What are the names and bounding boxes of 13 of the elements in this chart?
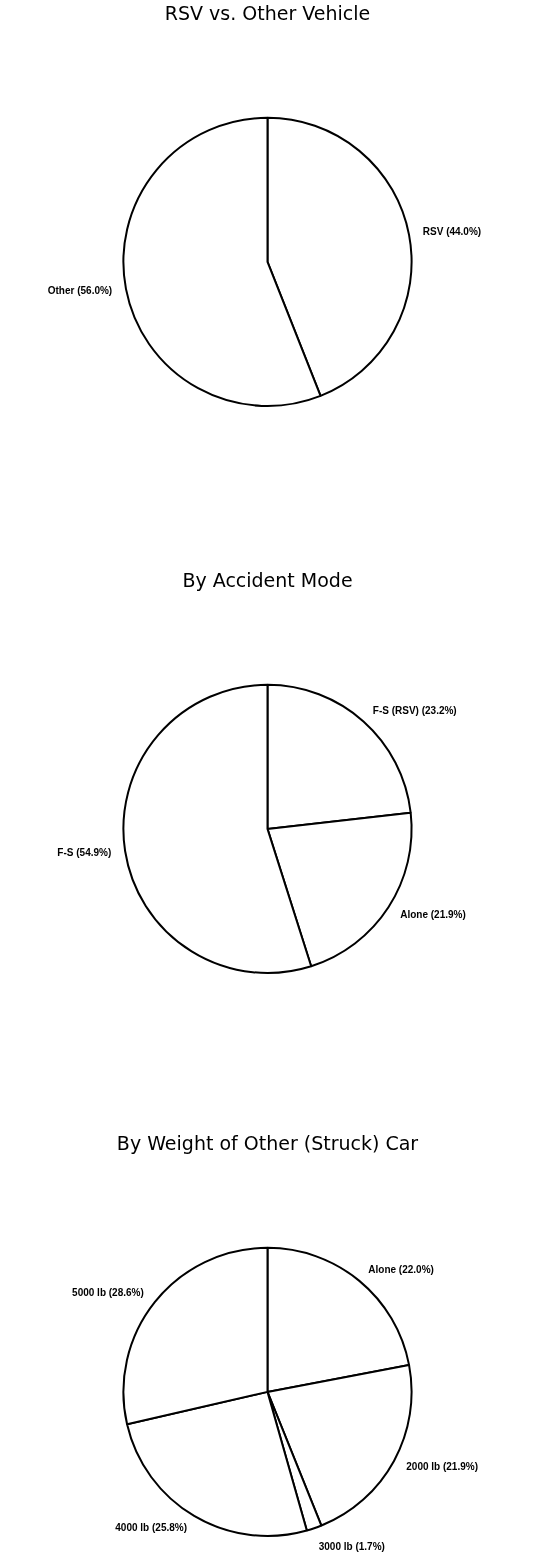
chart-title: By Weight of Other (Struck) Car bbox=[116, 1132, 419, 1155]
slice-label: Other (56.0%) bbox=[47, 285, 113, 297]
slice-label: 4000 lb (25.8%) bbox=[115, 1521, 188, 1533]
slice-label: Alone (21.9%) bbox=[400, 908, 466, 920]
slice-label: F-S (54.9%) bbox=[57, 846, 112, 858]
slice-label: RSV (44.0%) bbox=[422, 226, 482, 238]
slice-label: Alone (22.0%) bbox=[368, 1263, 434, 1275]
chart-title: RSV vs. Other Vehicle bbox=[164, 2, 371, 25]
slice-label: 2000 lb (21.9%) bbox=[406, 1461, 478, 1473]
slice-label: F-S (RSV) (23.2%) bbox=[372, 704, 457, 716]
chart-title: By Accident Mode bbox=[182, 569, 353, 592]
slice-label: 3000 lb (1.7%) bbox=[318, 1541, 385, 1553]
slice-label: 5000 lb (28.6%) bbox=[72, 1287, 144, 1299]
